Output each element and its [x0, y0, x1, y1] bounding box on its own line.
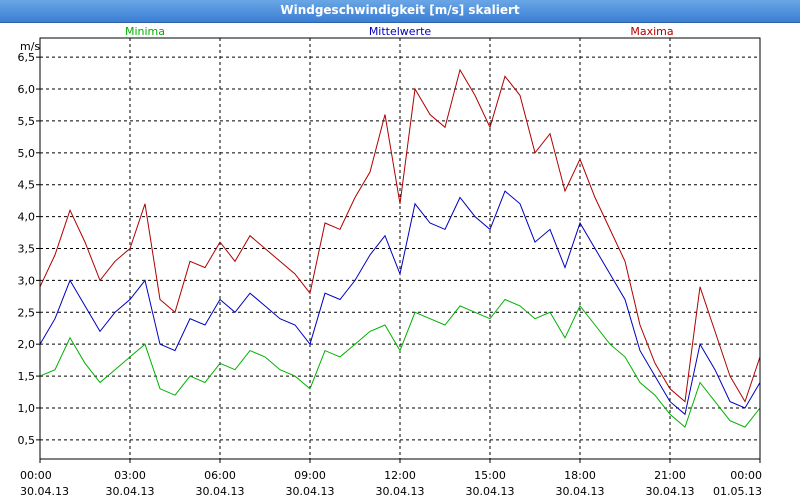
x-tick-time: 18:00	[564, 469, 596, 482]
chart: m/s 0,5 1,0 1,5 2,0 2,5 3,0 3,5 4,0 4,5 5,0 5,5 6,0…	[0, 23, 800, 500]
y-tick-label: 5,0	[18, 147, 36, 160]
series-line-minima	[39, 298, 761, 428]
series-line-mittelwerte	[39, 190, 761, 416]
y-ticks: 0,5 1,0 1,5 2,0 2,5 3,0 3,5 4,0 4,5 5,0 5,5 6,0 6,5	[18, 51, 40, 447]
y-tick-label: 6,5	[18, 51, 36, 64]
y-tick-label: 5,5	[18, 115, 36, 128]
x-tick-time: 21:00	[654, 469, 686, 482]
x-tick-date: 30.04.13	[106, 485, 155, 498]
series-line-maxima	[39, 68, 761, 403]
x-tick-date: 30.04.13	[376, 485, 425, 498]
legend: Minima Mittelwerte Maxima	[125, 25, 674, 38]
x-tick-time: 03:00	[114, 469, 146, 482]
x-tick-date: 30.04.13	[556, 485, 605, 498]
legend-minima: Minima	[125, 25, 165, 38]
window-title: Windgeschwindigkeit [m/s] skaliert	[280, 3, 520, 17]
x-tick-date: 30.04.13	[466, 485, 515, 498]
y-tick-label: 2,5	[18, 306, 36, 319]
y-tick-label: 3,5	[18, 243, 36, 256]
x-tick-date: 30.04.13	[646, 485, 695, 498]
x-ticks: 00:00 30.04.13 03:00 30.04.13 06:00 30.04.13 0…	[20, 459, 762, 498]
x-tick-time: 12:00	[384, 469, 416, 482]
y-tick-label: 1,5	[18, 370, 36, 383]
y-tick-label: 3,0	[18, 274, 36, 287]
x-tick-date: 30.04.13	[196, 485, 245, 498]
x-tick-date: 01.05.13	[713, 485, 762, 498]
y-tick-label: 4,0	[18, 211, 36, 224]
x-tick-time: 15:00	[474, 469, 506, 482]
series-layer	[39, 68, 761, 428]
y-tick-label: 6,0	[18, 83, 36, 96]
grid	[40, 38, 760, 459]
legend-mittelwerte: Mittelwerte	[369, 25, 432, 38]
x-tick-time: 06:00	[204, 469, 236, 482]
x-tick-time: 00:00	[730, 469, 762, 482]
legend-maxima: Maxima	[630, 25, 673, 38]
x-tick-time: 09:00	[294, 469, 326, 482]
y-axis-label: m/s	[20, 40, 40, 53]
title-bar: Windgeschwindigkeit [m/s] skaliert	[0, 0, 800, 23]
x-tick-time: 00:00	[20, 469, 52, 482]
x-tick-date: 30.04.13	[286, 485, 335, 498]
x-tick-date: 30.04.13	[20, 485, 69, 498]
y-tick-label: 0,5	[18, 434, 36, 447]
y-tick-label: 4,5	[18, 179, 36, 192]
y-tick-label: 2,0	[18, 338, 36, 351]
y-tick-label: 1,0	[18, 402, 36, 415]
